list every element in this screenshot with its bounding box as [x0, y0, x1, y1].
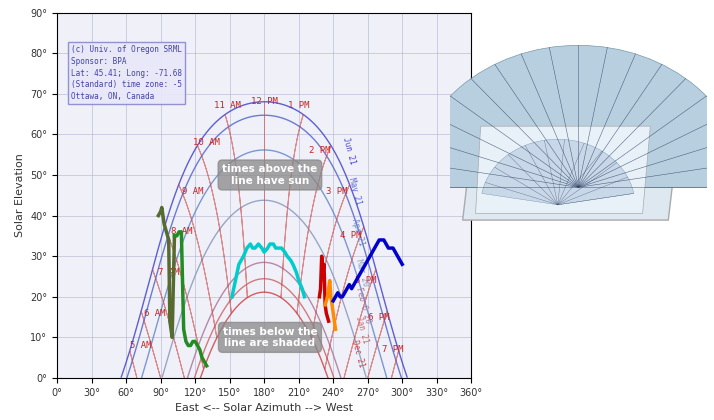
- Text: (c) Univ. of Oregon SRML
Sponsor: BPA
Lat: 45.41; Long: -71.68
(Standard) time z: (c) Univ. of Oregon SRML Sponsor: BPA La…: [71, 45, 182, 101]
- Text: 5 PM: 5 PM: [355, 276, 376, 285]
- Text: 11 AM: 11 AM: [214, 102, 241, 110]
- Text: 8 AM: 8 AM: [171, 227, 192, 236]
- Text: 7 PM: 7 PM: [382, 345, 404, 354]
- Wedge shape: [482, 139, 634, 205]
- Text: Jun 21: Jun 21: [341, 136, 357, 165]
- Wedge shape: [411, 45, 714, 187]
- Polygon shape: [463, 111, 681, 220]
- Text: 3 PM: 3 PM: [326, 187, 348, 196]
- X-axis label: East <-- Solar Azimuth --> West: East <-- Solar Azimuth --> West: [175, 403, 353, 413]
- Text: times above the
line have sun: times above the line have sun: [222, 164, 318, 186]
- Text: May 21: May 21: [347, 177, 363, 206]
- Text: Feb 6 20: Feb 6 20: [354, 286, 372, 324]
- Text: Mar 20: Mar 20: [354, 258, 370, 287]
- Polygon shape: [476, 126, 650, 213]
- Text: Dec 21: Dec 21: [351, 339, 366, 368]
- Text: 2 PM: 2 PM: [308, 146, 330, 155]
- Text: 12 PM: 12 PM: [251, 97, 278, 106]
- Text: 1 PM: 1 PM: [288, 102, 309, 110]
- Text: 5 AM: 5 AM: [131, 341, 152, 350]
- Text: 4 PM: 4 PM: [340, 231, 361, 240]
- Text: 9 AM: 9 AM: [182, 187, 203, 196]
- Text: 6 AM: 6 AM: [144, 309, 166, 318]
- Y-axis label: Solar Elevation: Solar Elevation: [15, 153, 25, 237]
- Text: Jan 21: Jan 21: [354, 315, 370, 344]
- Text: 10 AM: 10 AM: [193, 138, 220, 147]
- Text: 7 AM: 7 AM: [158, 268, 179, 277]
- Text: times below the
line are shaded: times below the line are shaded: [223, 327, 317, 348]
- Text: Apr 21: Apr 21: [351, 217, 366, 247]
- Text: 6 PM: 6 PM: [368, 312, 390, 322]
